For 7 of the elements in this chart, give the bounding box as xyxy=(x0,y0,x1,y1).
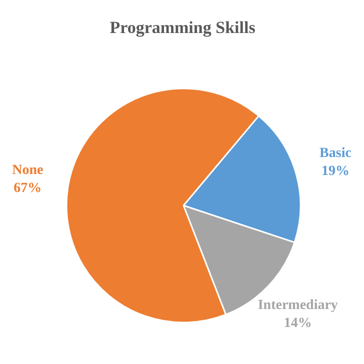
data-label: 19% xyxy=(321,164,350,179)
slice-label: None xyxy=(12,163,44,178)
slice-label: Basic xyxy=(320,146,352,161)
data-label: 67% xyxy=(14,181,42,196)
chart-title: Programming Skills xyxy=(110,18,256,37)
slice-label: Intermediary xyxy=(258,298,338,313)
data-label: 14% xyxy=(284,316,312,331)
